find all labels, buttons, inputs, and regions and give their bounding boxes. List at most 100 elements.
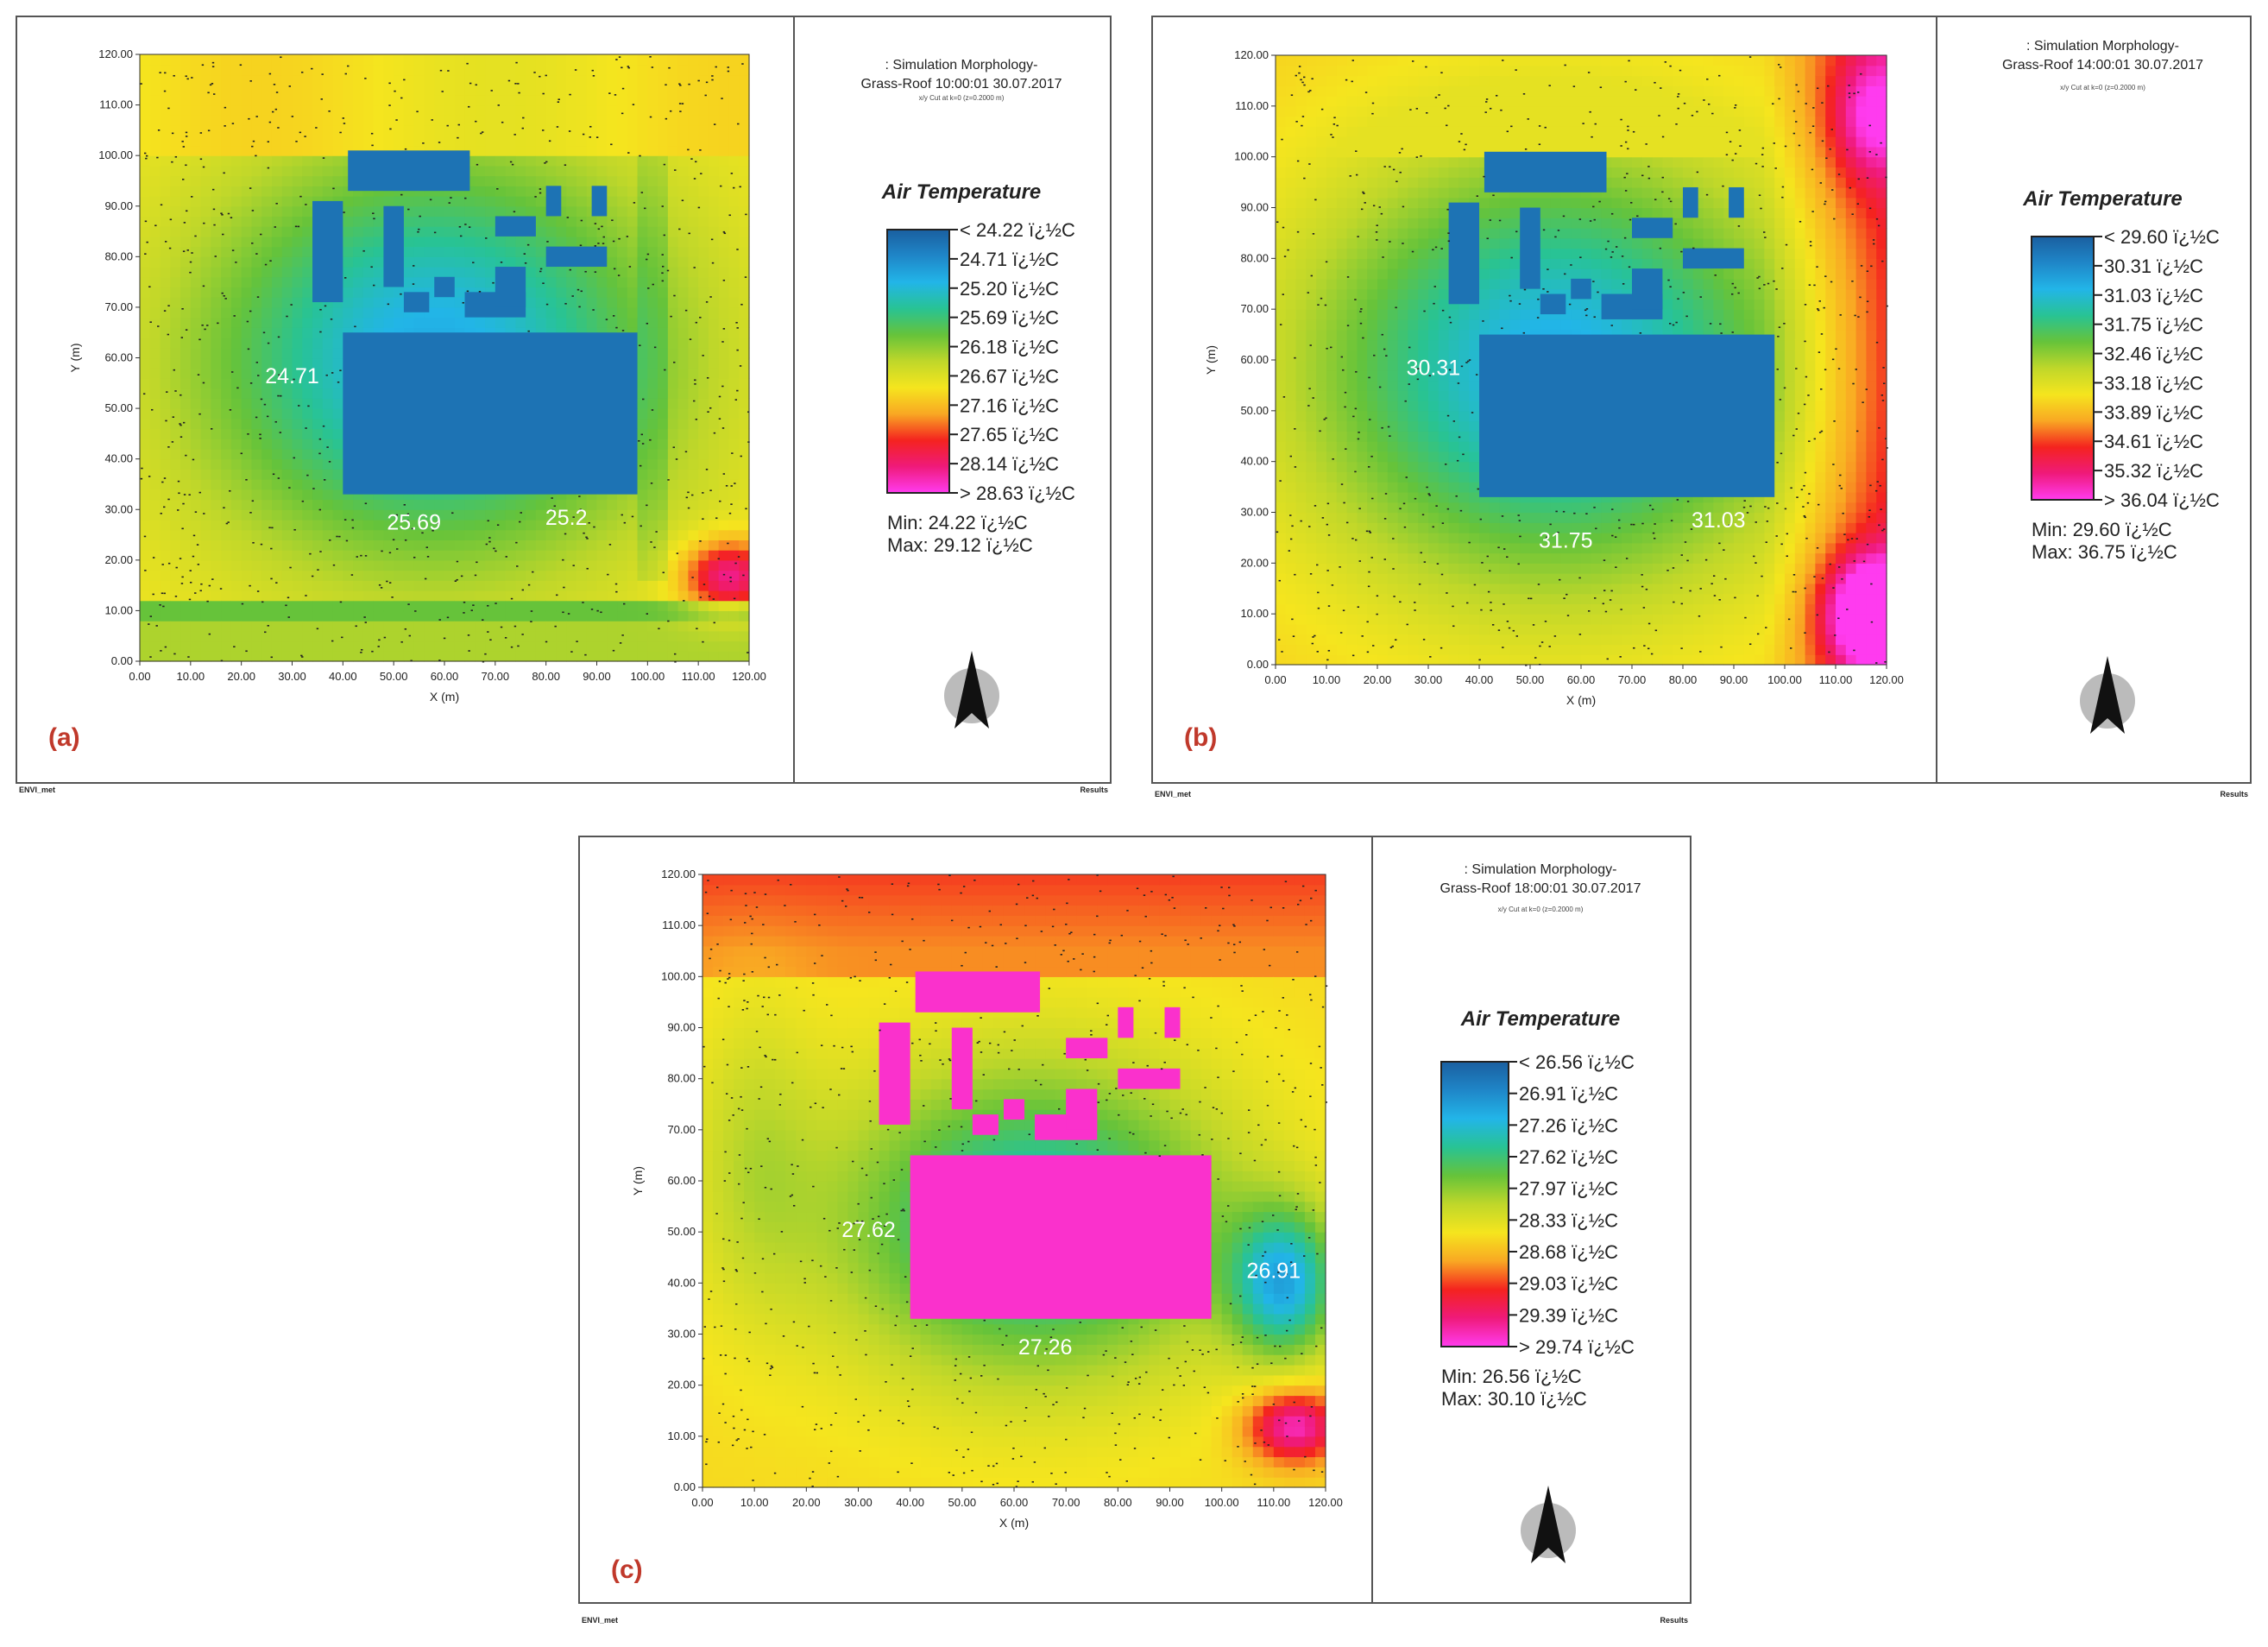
heatmap-cell <box>261 600 273 612</box>
heatmap-cell <box>261 368 273 379</box>
heatmap-cell <box>1326 461 1338 473</box>
heatmap-cell <box>302 458 313 470</box>
vegetation-dot <box>171 161 173 163</box>
heatmap-cell <box>576 651 588 662</box>
heatmap-cell <box>475 135 486 147</box>
heatmap-cell <box>322 398 334 409</box>
heatmap-cell <box>424 630 435 642</box>
heatmap-cell <box>495 165 507 177</box>
heatmap-cell <box>353 125 364 136</box>
heatmap-cell <box>373 94 384 106</box>
heatmap-cell <box>1276 471 1287 483</box>
heatmap-cell <box>1285 410 1297 422</box>
heatmap-cell <box>251 74 262 85</box>
heatmap-cell <box>271 216 283 227</box>
heatmap-cell <box>180 276 192 288</box>
heatmap-cell <box>403 104 415 116</box>
heatmap-cell <box>271 570 283 581</box>
heatmap-cell <box>230 135 243 147</box>
heatmap-cell <box>302 357 313 369</box>
vegetation-dot <box>691 494 694 496</box>
vegetation-dot <box>373 218 375 220</box>
heatmap-cell <box>200 368 211 379</box>
heatmap-cell <box>281 256 293 268</box>
heatmap-cell <box>698 64 709 76</box>
x-tick-label: 0.00 <box>129 670 150 683</box>
heatmap-cell <box>444 54 456 66</box>
heatmap-cell <box>1276 482 1287 493</box>
heatmap-cell <box>312 306 324 319</box>
heatmap-cell <box>607 135 618 147</box>
heatmap-cell <box>475 85 486 96</box>
heatmap-cell <box>688 64 699 76</box>
vegetation-dot <box>148 476 151 477</box>
heatmap-cell <box>149 216 161 227</box>
heatmap-cell <box>708 135 720 147</box>
heatmap-cell <box>1346 410 1358 422</box>
heatmap-cell <box>1285 401 1297 412</box>
heatmap-cell <box>343 550 354 561</box>
heatmap-cell <box>434 317 445 328</box>
heatmap-cell <box>505 74 516 85</box>
heatmap-cell <box>495 64 507 76</box>
heatmap-cell <box>688 205 699 218</box>
heatmap-cell <box>251 317 262 328</box>
heatmap-cell <box>251 196 262 207</box>
vegetation-dot <box>163 310 167 312</box>
heatmap-cell <box>1326 451 1338 463</box>
heatmap-cell <box>1276 136 1287 148</box>
heatmap-cell <box>688 630 699 642</box>
heatmap-cell <box>1357 482 1368 493</box>
heatmap-cell <box>739 640 750 652</box>
vegetation-dot <box>149 656 152 658</box>
heatmap-cell <box>140 267 151 278</box>
vegetation-dot <box>160 650 162 652</box>
heatmap-cell <box>140 519 151 531</box>
heatmap-cell <box>312 125 324 136</box>
heatmap-cell <box>170 115 181 126</box>
heatmap-cell <box>637 529 648 540</box>
heatmap-cell <box>149 186 161 197</box>
heatmap-cell <box>475 115 486 126</box>
heatmap-cell <box>627 115 639 126</box>
heatmap-cell <box>160 104 171 116</box>
y-tick-label: 90.00 <box>104 199 133 212</box>
heatmap-cell <box>251 256 262 268</box>
vegetation-dot <box>260 398 263 401</box>
heatmap-cell <box>434 104 445 116</box>
heatmap-cell <box>261 74 273 85</box>
heatmap-cell <box>373 600 384 612</box>
heatmap-cell <box>1326 319 1338 331</box>
heatmap-cell <box>140 64 151 76</box>
heatmap-cell <box>230 317 243 328</box>
heatmap-cell <box>728 186 740 197</box>
heatmap-cell <box>241 398 253 409</box>
heatmap-cell <box>230 155 243 167</box>
heatmap-cell <box>1285 268 1297 280</box>
vegetation-dot <box>722 279 726 281</box>
heatmap-cell <box>1295 644 1307 655</box>
heatmap-cell <box>1316 319 1327 331</box>
heatmap-cell <box>495 246 507 257</box>
heatmap-cell <box>343 125 354 136</box>
heatmap-cell <box>566 540 577 551</box>
heatmap-cell <box>475 74 486 85</box>
heatmap-cell <box>140 509 151 521</box>
heatmap-cell <box>251 145 262 156</box>
heatmap-cell <box>667 600 679 612</box>
heatmap-cell <box>617 519 628 531</box>
heatmap-cell <box>444 74 456 85</box>
heatmap-cell <box>1326 654 1338 666</box>
heatmap-cell <box>596 600 608 612</box>
heatmap-cell <box>292 74 303 85</box>
vegetation-dot <box>554 625 557 628</box>
heatmap-cell <box>698 155 709 167</box>
heatmap-cell <box>353 216 364 227</box>
heatmap-cell <box>677 489 689 501</box>
heatmap-cell <box>241 479 253 490</box>
heatmap-cell <box>708 115 720 126</box>
heatmap-cell <box>1326 197 1338 209</box>
vegetation-dot <box>174 155 178 158</box>
heatmap-cell <box>1276 603 1287 615</box>
heatmap-cell <box>281 104 293 116</box>
